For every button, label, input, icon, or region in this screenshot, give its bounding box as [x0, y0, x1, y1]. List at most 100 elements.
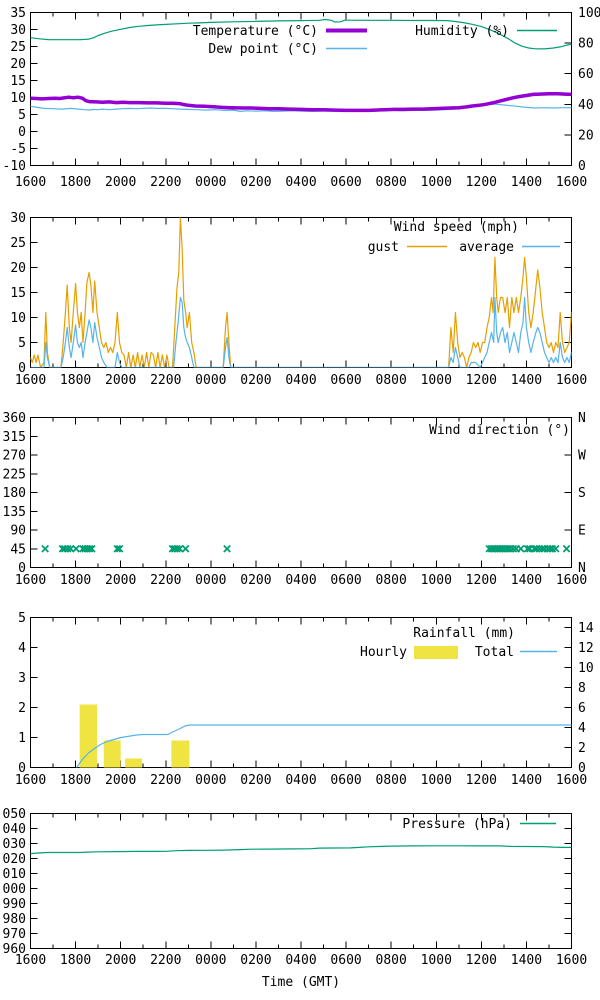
y-tick-label: 020	[3, 852, 26, 867]
x-tick-label: 1200	[466, 573, 497, 588]
y-tick-label: 960	[3, 942, 26, 957]
x-tick-label: 1000	[421, 773, 452, 788]
axes	[30, 813, 572, 949]
series-group	[30, 18, 572, 113]
x-tick-label: 1400	[511, 573, 542, 588]
series-total-rain	[76, 724, 572, 768]
y-tick-label: 0	[18, 561, 26, 576]
legend-swatch-box	[414, 646, 458, 659]
y-tick-label: -10	[3, 159, 26, 174]
axis-labels: 1600 1800 2000 2200 0000 0200 0400 0600 0800 1000…	[15, 611, 594, 788]
x-tick-label: 0000	[195, 573, 226, 588]
y2-tick-label: 10	[578, 661, 594, 676]
y-tick-label: 135	[3, 505, 26, 520]
x-tick-label: 0400	[285, 953, 316, 968]
wind-speed-chart: 1600 1800 2000 2200 0000 0200 0400 0600 0800 1000…	[0, 195, 600, 395]
y-tick-label: 4	[18, 641, 26, 656]
y-tick-label: 360	[3, 411, 26, 426]
x-tick-label: 1000	[421, 373, 452, 388]
x-tick-label: 1000	[421, 953, 452, 968]
series-humidity	[30, 18, 572, 50]
y-tick-label: 10	[10, 311, 26, 326]
y-tick-label: 970	[3, 927, 26, 942]
x-tick-label: 0600	[330, 573, 361, 588]
legend-label: Wind speed (mph)	[394, 220, 519, 235]
x-tick-label: 1600	[556, 573, 587, 588]
x-tick-label: 2000	[105, 773, 136, 788]
x-tick-label: 1800	[60, 573, 91, 588]
x-tick-label: 1600	[556, 773, 587, 788]
y2-tick-label: N	[578, 411, 586, 426]
x-tick-label: 0800	[376, 373, 407, 388]
legend: Wind direction (°)	[429, 423, 570, 438]
y2-tick-label: 2	[578, 741, 586, 756]
x-tick-label: 2000	[105, 373, 136, 388]
x-tick-label: 1200	[466, 373, 497, 388]
x-tick-label: 1400	[511, 175, 542, 190]
legend-label: gust	[368, 240, 399, 255]
y2-tick-label: 60	[578, 67, 594, 82]
rain-bar	[103, 740, 121, 768]
x-tick-label: 0200	[240, 373, 271, 388]
y-tick-label: 180	[3, 486, 26, 501]
x-tick-label: 1800	[60, 373, 91, 388]
x-tick-label: 1400	[511, 773, 542, 788]
axes	[30, 12, 572, 166]
y-tick-label: 315	[3, 430, 26, 445]
y2-tick-label: 40	[578, 98, 594, 113]
x-tick-label: 0000	[195, 373, 226, 388]
y-tick-label: 25	[10, 236, 26, 251]
x-tick-label: 2200	[150, 773, 181, 788]
y-tick-label: 30	[10, 211, 26, 226]
x-tick-label: 2200	[150, 175, 181, 190]
x-tick-label: 0000	[195, 175, 226, 190]
x-tick-label: 1600	[15, 373, 46, 388]
axis-labels: 1600 1800 2000 2200 0000 0200 0400 0600 0800 1000…	[10, 211, 587, 388]
legend: Pressure (hPa)	[402, 817, 556, 832]
x-tick-label: 2000	[105, 953, 136, 968]
axes	[30, 617, 572, 768]
series-group	[30, 845, 572, 855]
series-group	[30, 217, 572, 368]
series-gust	[30, 217, 572, 368]
x-tick-label: 1600	[15, 175, 46, 190]
axis-labels: 1600 1800 2000 2200 0000 0200 0400 0600 0800 1000…	[3, 6, 600, 190]
x-tick-label: 1800	[60, 175, 91, 190]
x-tick-label: 2200	[150, 573, 181, 588]
x-tick-label: 1600	[556, 373, 587, 388]
y-tick-label: 20	[10, 261, 26, 276]
x-tick-label: 0800	[376, 773, 407, 788]
legend-label: average	[459, 240, 514, 255]
legend: Rainfall (mm) Hourly Total	[360, 626, 557, 660]
y-tick-label: 5	[18, 108, 26, 123]
y2-tick-label: 8	[578, 681, 586, 696]
x-tick-label: 0000	[195, 953, 226, 968]
x-tick-label: 0400	[285, 573, 316, 588]
y-tick-label: 35	[10, 6, 26, 21]
y-tick-label: 20	[10, 57, 26, 72]
legend-label: Total	[475, 645, 514, 660]
series-temperature	[30, 92, 572, 113]
legend-label: Humidity (%)	[415, 24, 509, 39]
axis-labels: 1600 1800 2000 2200 0000 0200 0400 0600 0800 1000…	[3, 807, 588, 990]
y-tick-label: 5	[18, 611, 26, 626]
legend-label: Pressure (hPa)	[402, 817, 512, 832]
pressure-plot: 1600 1800 2000 2200 0000 0200 0400 0600 0800 1000…	[3, 807, 588, 990]
rain-bar	[171, 740, 190, 768]
y-tick-label: 0	[18, 361, 26, 376]
x-tick-label: 1600	[556, 175, 587, 190]
legend-label: Rainfall (mm)	[413, 626, 515, 641]
x-tick-label: 1800	[60, 773, 91, 788]
y-tick-label: 45	[10, 542, 26, 557]
series-pressure-line	[30, 845, 572, 855]
x-tick-label: 0200	[240, 573, 271, 588]
x-tick-label: 0400	[285, 773, 316, 788]
x-tick-label: 0600	[330, 953, 361, 968]
y-tick-label: 90	[10, 524, 26, 539]
x-tick-label: 1600	[15, 953, 46, 968]
x-axis-title: Time (GMT)	[262, 975, 340, 990]
legend-label: Temperature (°C)	[193, 24, 318, 39]
x-tick-label: 0200	[240, 175, 271, 190]
x-tick-label: 0800	[376, 953, 407, 968]
axis-labels: 1600 1800 2000 2200 0000 0200 0400 0600 0800 1000…	[3, 411, 588, 588]
